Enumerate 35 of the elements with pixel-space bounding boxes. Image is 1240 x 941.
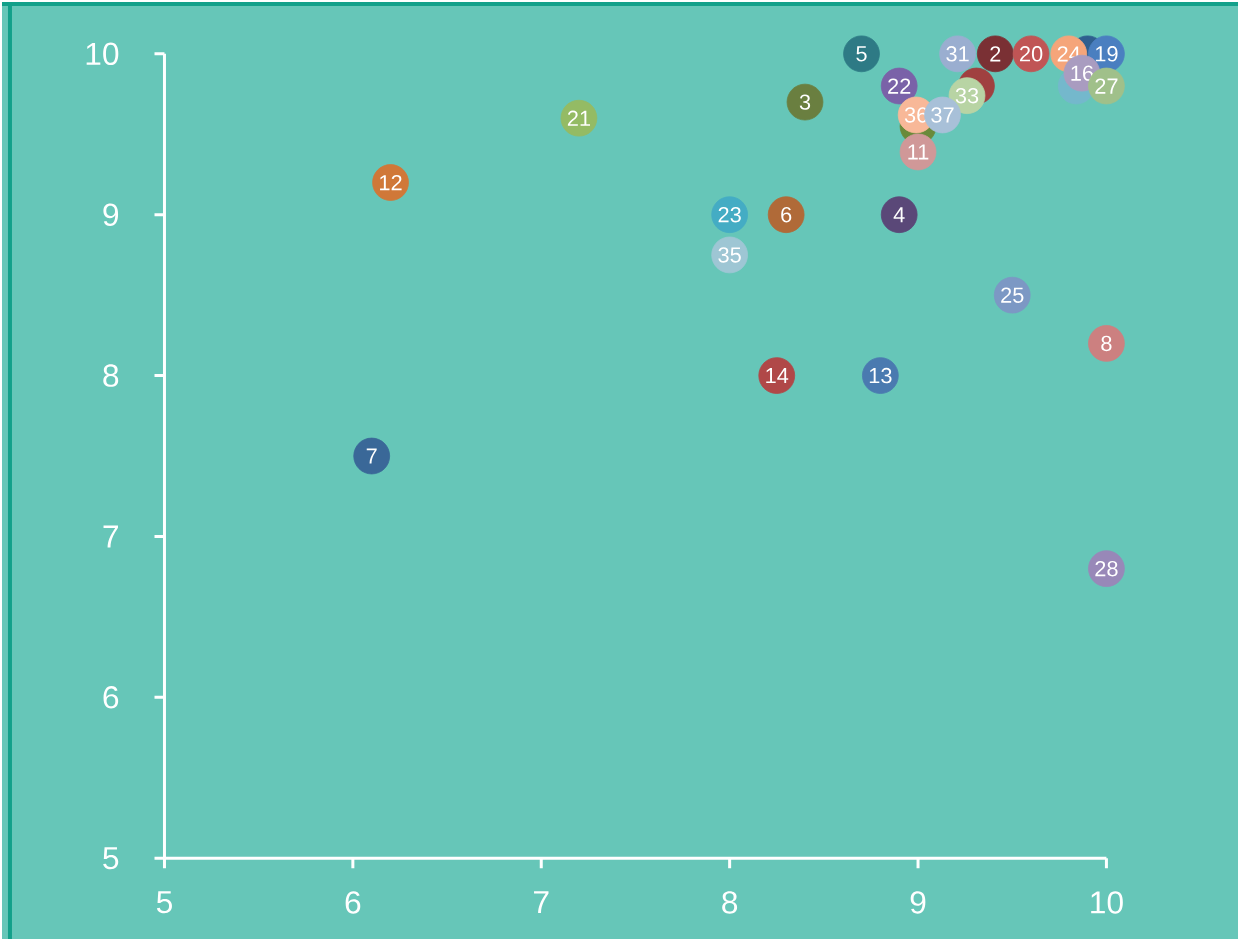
x-tick-label: 7 xyxy=(534,891,549,914)
annotation: 5 xyxy=(856,46,867,62)
annotation: 4 xyxy=(893,207,905,223)
annotation: 25 xyxy=(1001,287,1024,303)
annotation: 23 xyxy=(718,207,741,223)
annotation: 31 xyxy=(946,46,969,62)
y-tick-label: 5 xyxy=(103,847,119,870)
annotation: 33 xyxy=(955,87,979,104)
x-tick-label: 6 xyxy=(345,891,361,914)
annotation: 21 xyxy=(567,110,591,126)
annotation: 37 xyxy=(931,107,954,123)
y-tick-label: 9 xyxy=(103,203,119,226)
annotation: 14 xyxy=(766,368,789,384)
annotation: 11 xyxy=(908,144,929,160)
annotation: 8 xyxy=(1101,335,1112,352)
annotation: 6 xyxy=(781,207,792,223)
x-tick-label: 10 xyxy=(1091,891,1123,914)
annotation: 22 xyxy=(888,78,911,94)
annotation: 19 xyxy=(1095,46,1118,62)
x-tick-label: 9 xyxy=(910,891,926,914)
annotation: 13 xyxy=(869,367,892,384)
annotation: 3 xyxy=(799,94,811,110)
y-tick-label: 6 xyxy=(103,686,119,709)
annotation: 27 xyxy=(1095,78,1118,94)
annotation: 12 xyxy=(380,174,402,191)
annotation: 28 xyxy=(1095,560,1118,577)
y-tick-label: 7 xyxy=(103,525,118,548)
annotation: 20 xyxy=(1020,46,1043,62)
annotation: 2 xyxy=(990,46,1001,62)
annotation: 35 xyxy=(718,247,741,263)
y-tick-label: 8 xyxy=(103,364,119,387)
y-tick-label: 10 xyxy=(86,42,119,66)
x-tick-label: 8 xyxy=(722,891,738,914)
annotation: 7 xyxy=(366,448,377,464)
x-tick-label: 5 xyxy=(156,891,172,914)
